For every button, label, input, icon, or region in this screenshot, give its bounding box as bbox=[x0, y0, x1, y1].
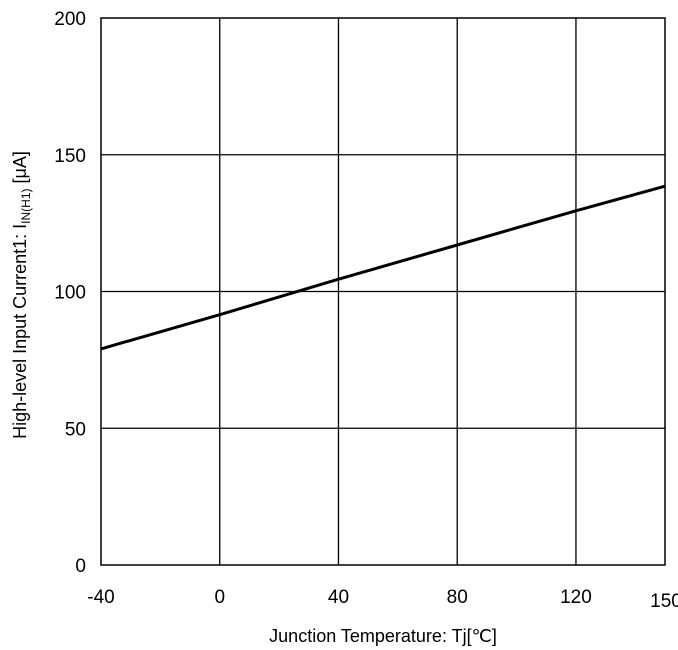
grid-lines bbox=[101, 18, 665, 565]
y-tick-label: 0 bbox=[75, 556, 86, 577]
x-tick-label: 40 bbox=[328, 587, 349, 608]
x-tick-label: 80 bbox=[447, 587, 468, 608]
plot-frame bbox=[100, 17, 666, 566]
x-tick-label: 120 bbox=[560, 587, 592, 608]
series-line bbox=[100, 184, 666, 351]
y-tick-label: 150 bbox=[54, 146, 86, 167]
y-tick-label: 100 bbox=[54, 283, 86, 304]
y-axis-label-subscript: IN(H1) bbox=[19, 188, 33, 223]
x-tick-label: 0 bbox=[214, 587, 225, 608]
x-tick-label: -40 bbox=[87, 587, 114, 608]
x-axis-ticks: -40 0 40 80 120 150 bbox=[87, 587, 678, 612]
y-tick-label: 200 bbox=[54, 9, 86, 30]
y-tick-label: 50 bbox=[65, 419, 86, 440]
y-axis-label-unit: [μA] bbox=[10, 151, 30, 188]
x-tick-label: 150 bbox=[650, 591, 678, 612]
y-axis-label-main: High-level Input Current1: I bbox=[10, 224, 30, 439]
y-axis-ticks: 0 50 100 150 200 bbox=[54, 9, 86, 577]
series-layer bbox=[100, 184, 666, 351]
x-axis-label: Junction Temperature: Tj[℃] bbox=[269, 626, 497, 646]
y-axis-label: High-level Input Current1: IIN(H1) [μA] bbox=[10, 151, 33, 439]
